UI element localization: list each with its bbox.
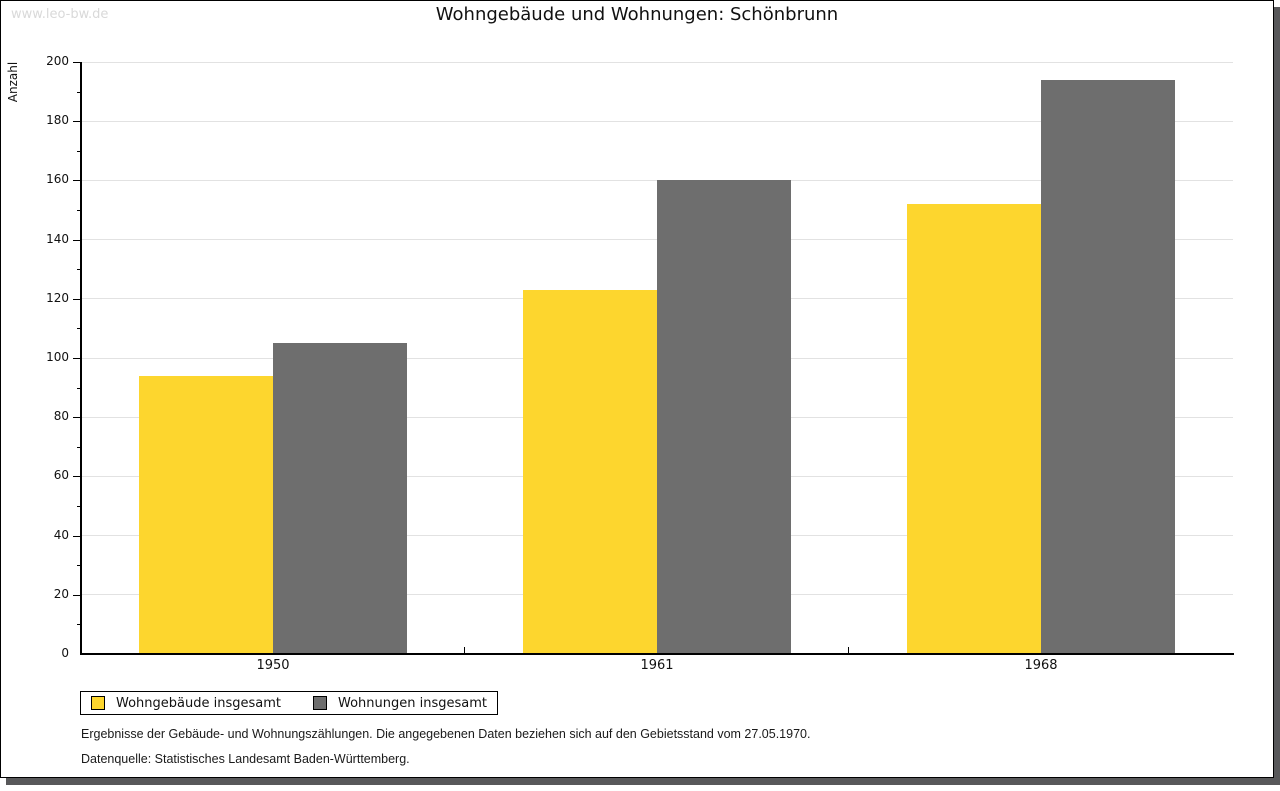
y-major-tick [73,594,81,596]
y-major-tick [73,239,81,241]
y-minor-tick [77,150,81,152]
y-major-tick [73,121,81,123]
watermark-text: www.leo-bw.de [11,7,109,22]
footnote-line-2: Datenquelle: Statistisches Landesamt Bad… [81,752,410,766]
y-minor-tick [77,506,81,507]
y-major-tick [73,62,81,63]
y-tick-label: 20 [53,586,69,601]
chart-title: Wohngebäude und Wohnungen: Schönbrunn [435,4,839,25]
y-minor-tick [77,446,81,448]
x-category-label: 1968 [1024,658,1058,673]
y-major-tick [73,476,81,478]
category-separator-tick [464,647,465,653]
y-tick-label: 60 [53,468,69,483]
y-tick-label: 100 [46,350,69,364]
plot-area [81,61,1233,654]
chart-frame: www.leo-bw.de Wohngebäude und Wohnungen:… [0,0,1274,778]
y-tick-label: 80 [53,409,69,424]
x-axis-line [80,653,1234,655]
legend: Wohngebäude insgesamt Wohnungen insgesamt [80,691,498,715]
y-major-tick [73,417,81,419]
gridline [81,61,1233,63]
bar-wohnungen [657,180,791,654]
legend-swatch [91,696,105,710]
y-major-tick [73,180,81,182]
y-minor-tick [77,269,81,271]
y-minor-tick [77,91,81,93]
legend-item: Wohnungen insgesamt [313,696,487,711]
x-category-label: 1950 [256,658,290,673]
gridline [81,120,1233,122]
bar-wohnungen [1041,79,1175,654]
y-major-tick [73,535,81,537]
footnote-line-1: Ergebnisse der Gebäude- und Wohnungszähl… [81,727,811,741]
y-tick-label: 180 [46,113,69,128]
y-major-tick [73,358,81,359]
legend-swatch [313,696,327,710]
bar-wohngebaeude [523,289,657,654]
legend-label: Wohnungen insgesamt [338,695,487,711]
y-tick-label: 160 [46,172,69,187]
bar-wohnungen [273,343,407,654]
category-separator-tick [848,647,849,653]
y-minor-tick [77,565,81,567]
y-tick-label: 140 [46,231,69,246]
x-category-label: 1961 [640,658,674,673]
y-axis-line [80,62,82,655]
bar-wohngebaeude [907,204,1041,654]
y-tick-label: 120 [46,290,69,305]
y-axis-title: Anzahl [6,61,20,103]
y-minor-tick [77,210,81,211]
bar-wohngebaeude [139,375,273,654]
y-minor-tick [77,328,81,330]
legend-item: Wohngebäude insgesamt [91,696,281,711]
y-tick-label: 40 [53,527,69,542]
legend-label: Wohngebäude insgesamt [116,695,281,711]
y-tick-label: 0 [61,646,69,660]
gridline [81,179,1233,181]
y-minor-tick [77,387,81,389]
y-major-tick [73,298,81,300]
y-minor-tick [77,624,81,626]
y-tick-label: 200 [46,54,69,68]
